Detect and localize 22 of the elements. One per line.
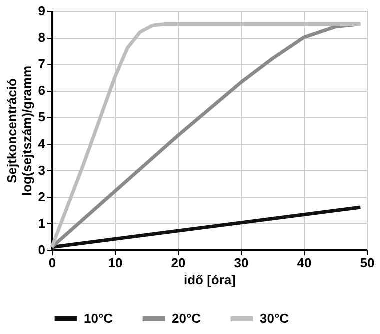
x-tick-label: 0 (48, 256, 56, 270)
x-tick-label: 50 (360, 256, 375, 270)
y-tick-label: 8 (38, 30, 46, 46)
x-tick-label: 10 (108, 256, 123, 270)
legend-label: 10°C (84, 311, 114, 326)
legend-label: 30°C (260, 311, 290, 326)
line-series (50, 22, 362, 250)
x-tick-label: 30 (234, 256, 249, 270)
y-axis-title: Sejtkoncentráció log(sejtszám)/gramm (4, 66, 34, 196)
y-tick-label: 6 (38, 83, 46, 98)
x-axis-title: idő [óra] (184, 272, 236, 288)
y-tick-label: 0 (38, 242, 46, 258)
legend-label: 20°C (172, 311, 202, 326)
y-tick-label: 9 (38, 4, 46, 18)
y-tick-label: 2 (38, 189, 46, 204)
x-tick-label: 20 (171, 256, 186, 270)
y-tick-label: 4 (38, 136, 46, 152)
y-tick-label: 7 (38, 56, 46, 72)
x-tick-label: 40 (297, 256, 312, 270)
y-tick-label: 1 (38, 216, 46, 231)
y-tick-label: 5 (38, 110, 46, 125)
y-tick-label: 3 (38, 162, 46, 178)
